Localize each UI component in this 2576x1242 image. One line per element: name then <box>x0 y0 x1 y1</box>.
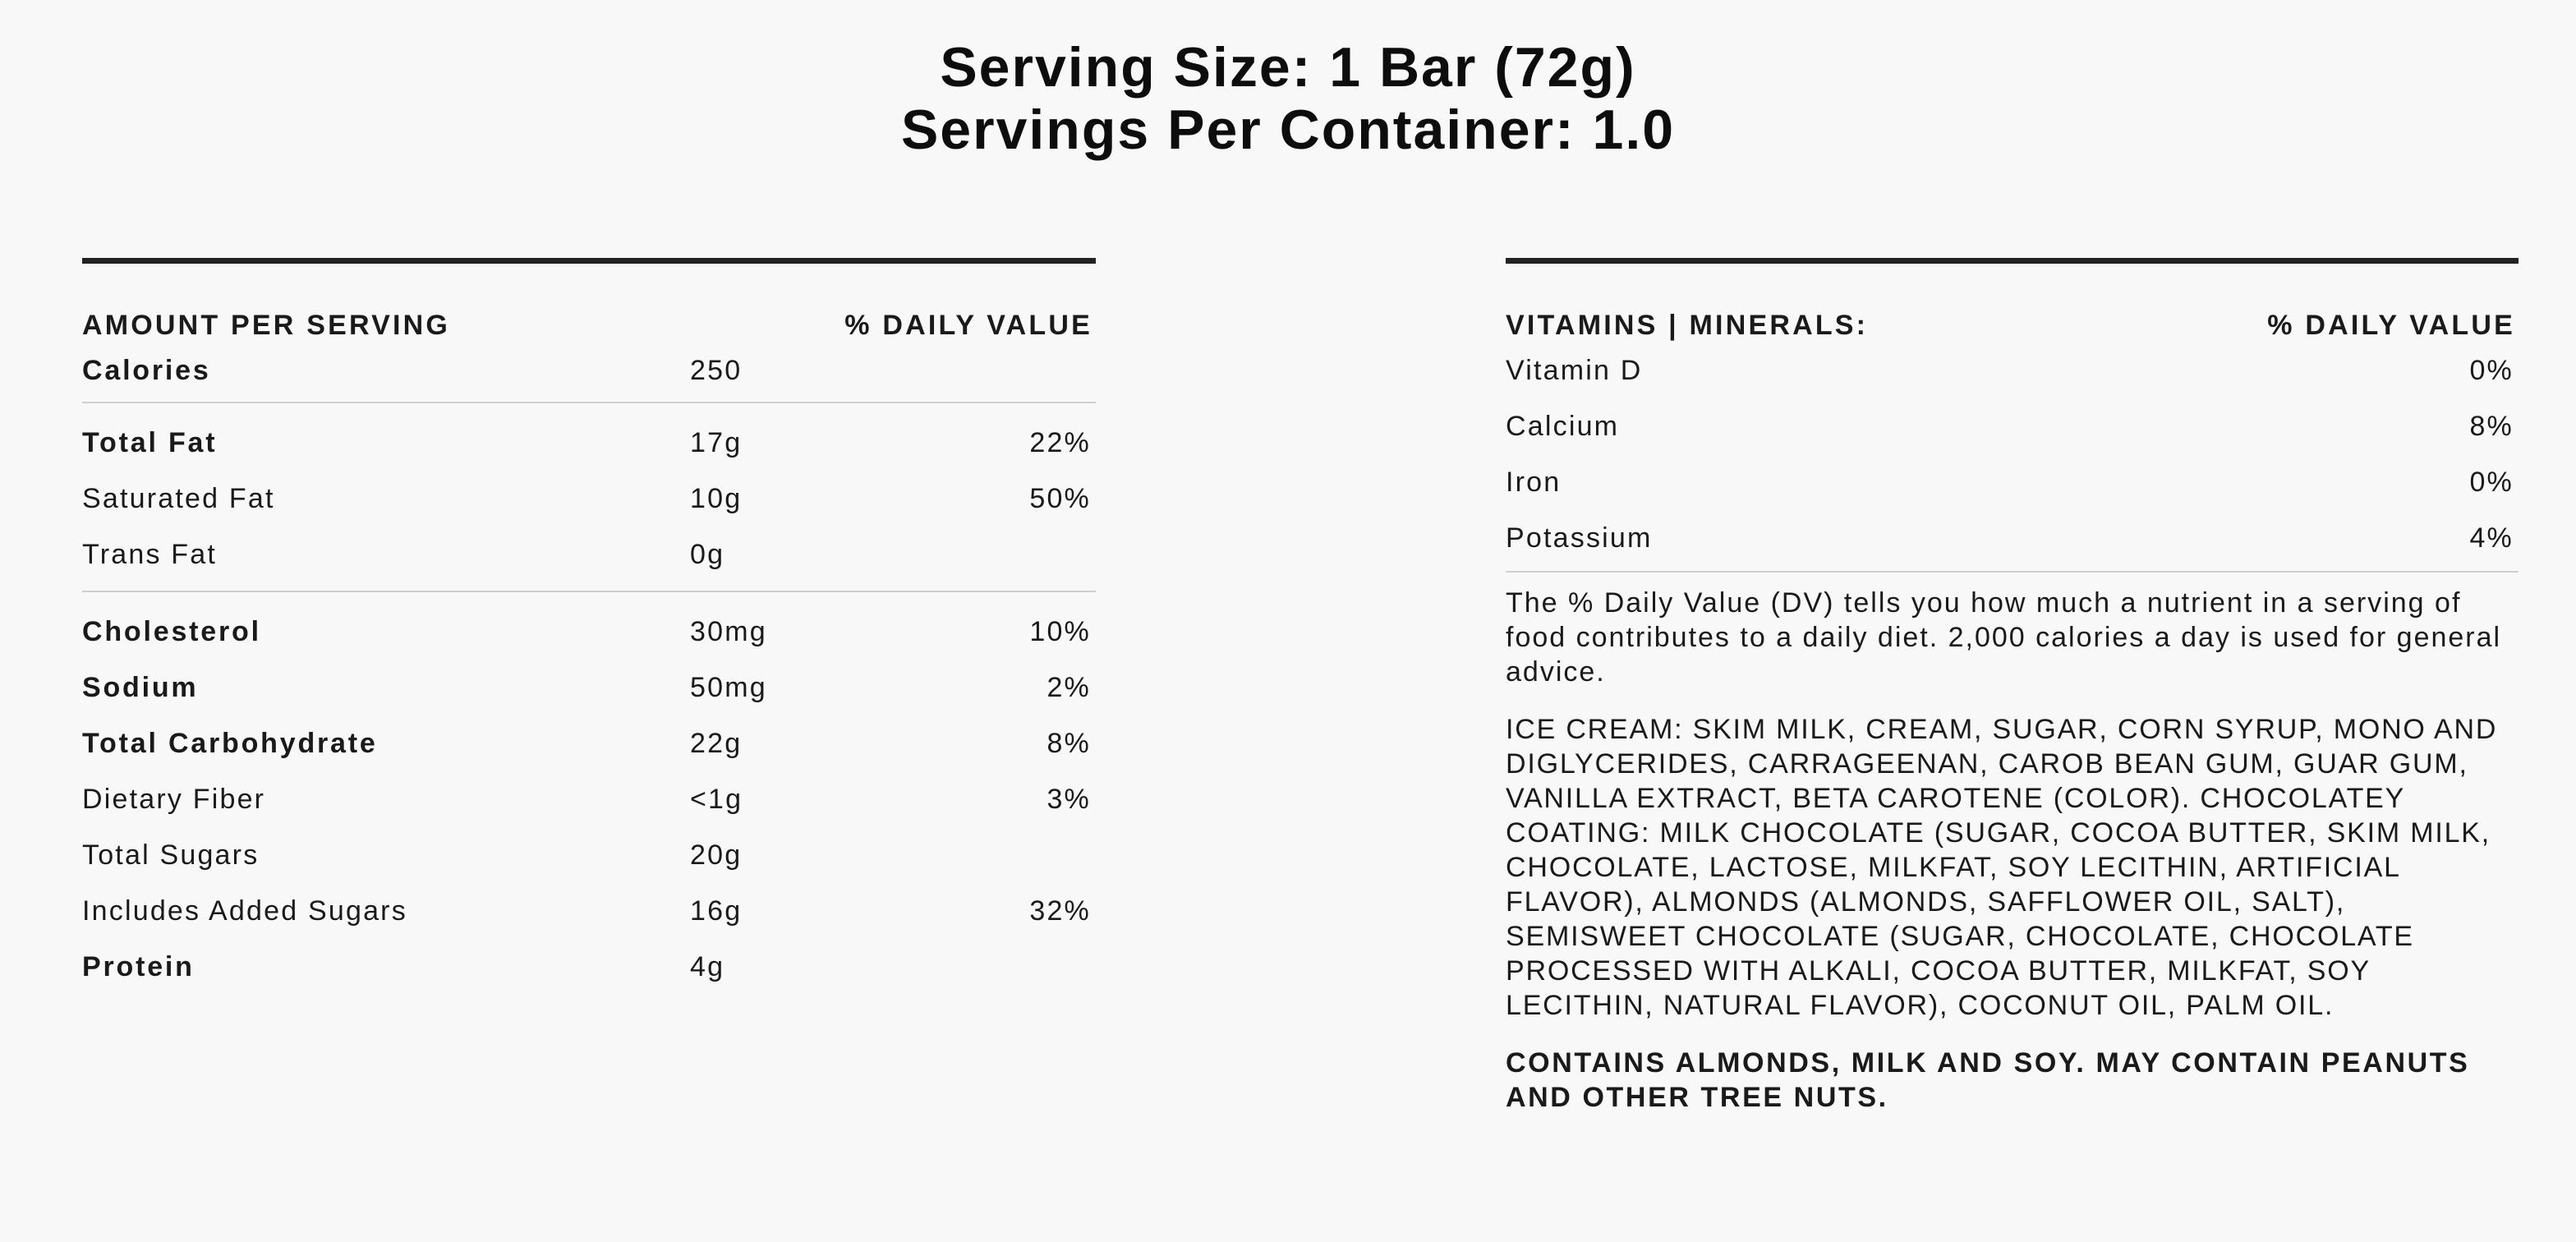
nutrient-row-total-carbohydrate: Total Carbohydrate 22g 8% <box>82 715 1096 771</box>
nutrient-daily-value: 2% <box>1046 672 1091 703</box>
vitamins-minerals-heading: VITAMINS | MINERALS: <box>1506 310 1869 341</box>
vitamins-minerals-panel: VITAMINS | MINERALS: % DAILY VALUE Vitam… <box>1506 258 2518 1115</box>
vitamin-row-iron: Iron 0% <box>1506 454 2518 510</box>
vitamin-daily-value: 4% <box>2469 522 2514 554</box>
nutrient-row-saturated-fat: Saturated Fat 10g 50% <box>82 471 1096 527</box>
nutrient-amount: 16g <box>690 895 743 927</box>
nutrient-amount: 50mg <box>690 672 767 703</box>
nutrient-name: Includes Added Sugars <box>82 895 407 927</box>
vitamin-name: Potassium <box>1506 522 1653 554</box>
nutrient-row-added-sugars: Includes Added Sugars 16g 32% <box>82 883 1096 939</box>
nutrient-amount: 17g <box>690 427 743 458</box>
nutrient-name: Saturated Fat <box>82 483 275 514</box>
nutrition-facts-panel: AMOUNT PER SERVING % DAILY VALUE Calorie… <box>82 258 1096 995</box>
nutrient-daily-value: 10% <box>1029 616 1091 647</box>
serving-size: Serving Size: 1 Bar (72g) <box>940 36 1636 99</box>
serving-info-title: Serving Size: 1 Bar (72g) Servings Per C… <box>0 36 2576 161</box>
nutrition-header: AMOUNT PER SERVING % DAILY VALUE <box>82 311 1096 339</box>
nutrient-row-calories: Calories 250 <box>82 343 1096 398</box>
nutrient-name: Sodium <box>82 672 199 703</box>
nutrient-name: Dietary Fiber <box>82 784 266 815</box>
nutrient-row-dietary-fiber: Dietary Fiber <1g 3% <box>82 771 1096 827</box>
nutrient-name: Total Sugars <box>82 840 260 871</box>
daily-value-heading: % DAILY VALUE <box>844 310 1092 341</box>
nutrient-amount: 20g <box>690 840 743 871</box>
nutrient-name: Total Carbohydrate <box>82 728 378 759</box>
nutrient-daily-value: 3% <box>1046 784 1091 815</box>
thick-divider <box>1506 258 2518 264</box>
nutrient-name: Trans Fat <box>82 539 218 570</box>
nutrient-amount: 0g <box>690 539 725 570</box>
nutrient-row-total-fat: Total Fat 17g 22% <box>82 415 1096 471</box>
nutrient-row-protein: Protein 4g <box>82 939 1096 995</box>
daily-value-heading: % DAILY VALUE <box>2267 310 2515 341</box>
daily-value-note: The % Daily Value (DV) tells you how muc… <box>1506 587 2502 688</box>
nutrient-name: Total Fat <box>82 427 218 458</box>
vitamin-row-potassium: Potassium 4% <box>1506 510 2518 566</box>
nutrient-name: Protein <box>82 951 195 982</box>
nutrient-amount: 4g <box>690 951 725 982</box>
nutrient-amount: 30mg <box>690 616 767 647</box>
nutrient-row-cholesterol: Cholesterol 30mg 10% <box>82 604 1096 660</box>
nutrient-amount: 10g <box>690 483 743 514</box>
servings-per-container: Servings Per Container: 1.0 <box>900 99 1676 161</box>
nutrient-amount: <1g <box>690 784 743 815</box>
vitamin-row-calcium: Calcium 8% <box>1506 398 2518 454</box>
nutrient-row-sodium: Sodium 50mg 2% <box>82 660 1096 715</box>
nutrient-row-trans-fat: Trans Fat 0g <box>82 527 1096 582</box>
nutrient-daily-value: 50% <box>1029 483 1091 514</box>
vitamin-name: Iron <box>1506 467 1562 498</box>
vitamin-daily-value: 8% <box>2469 411 2514 442</box>
vitamin-row-vitamin-d: Vitamin D 0% <box>1506 343 2518 398</box>
nutrient-row-total-sugars: Total Sugars 20g <box>82 827 1096 883</box>
ingredients-list: ICE CREAM: SKIM MILK, CREAM, SUGAR, CORN… <box>1506 714 2498 1021</box>
vitamin-name: Vitamin D <box>1506 355 1643 386</box>
nutrient-daily-value: 32% <box>1029 895 1091 927</box>
vitamins-header: VITAMINS | MINERALS: % DAILY VALUE <box>1506 311 2518 339</box>
nutrient-name: Calories <box>82 355 211 386</box>
vitamin-daily-value: 0% <box>2469 355 2514 386</box>
allergen-statement: CONTAINS ALMONDS, MILK AND SOY. MAY CONT… <box>1506 1047 2470 1113</box>
nutrient-daily-value: 8% <box>1046 728 1091 759</box>
nutrient-amount: 250 <box>690 355 743 386</box>
vitamin-name: Calcium <box>1506 411 1620 442</box>
divider <box>82 591 1096 592</box>
nutrient-daily-value: 22% <box>1029 427 1091 458</box>
vitamin-daily-value: 0% <box>2469 467 2514 498</box>
amount-per-serving-heading: AMOUNT PER SERVING <box>82 310 451 341</box>
divider <box>1506 571 2518 573</box>
nutrient-amount: 22g <box>690 728 743 759</box>
divider <box>82 402 1096 403</box>
nutrient-name: Cholesterol <box>82 616 261 647</box>
thick-divider <box>82 258 1096 264</box>
